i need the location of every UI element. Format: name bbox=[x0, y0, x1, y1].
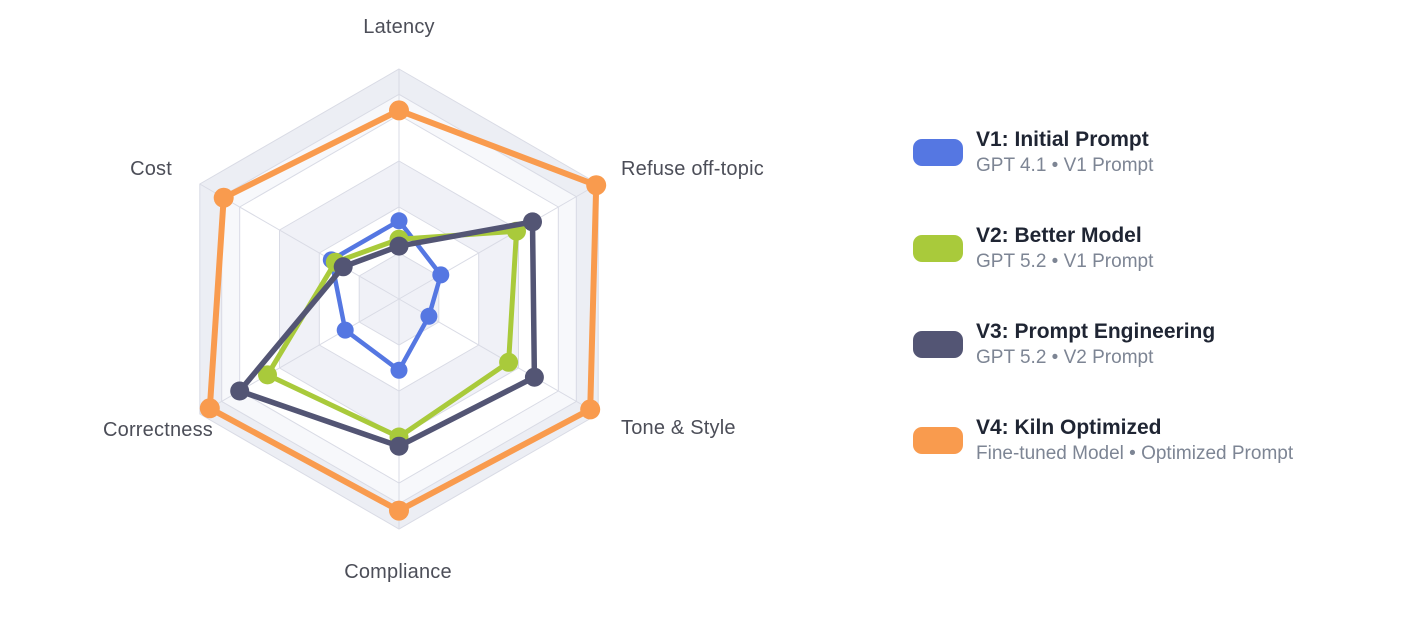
axis-label-tone-style: Tone & Style bbox=[621, 417, 736, 439]
data-point-v4 bbox=[213, 187, 234, 208]
legend-subtitle-v1: GPT 4.1 • V1 Prompt bbox=[976, 155, 1154, 176]
legend-swatch-v1 bbox=[913, 138, 963, 166]
data-point-v3 bbox=[523, 212, 542, 232]
data-point-v3 bbox=[230, 381, 250, 401]
legend-subtitle-v4: Fine-tuned Model • Optimized Prompt bbox=[976, 443, 1294, 464]
data-point-v3 bbox=[524, 367, 544, 387]
legend-swatch-v4 bbox=[913, 426, 963, 454]
legend-title-v1: V1: Initial Prompt bbox=[976, 128, 1149, 151]
legend-subtitle-v3: GPT 5.2 • V2 Prompt bbox=[976, 347, 1154, 368]
data-point-v1 bbox=[432, 266, 450, 284]
data-point-v1 bbox=[390, 212, 408, 230]
axis-label-correctness: Correctness bbox=[102, 419, 213, 441]
data-point-v4 bbox=[389, 100, 409, 121]
data-point-v4 bbox=[580, 399, 601, 420]
legend-subtitle-v2: GPT 5.2 • V1 Prompt bbox=[976, 251, 1154, 272]
legend-item-v4: V4: Kiln Optimized Fine-tuned Model • Op… bbox=[913, 414, 1293, 466]
axis-label-latency: Latency bbox=[363, 16, 435, 38]
data-point-v2 bbox=[499, 352, 519, 372]
legend-title-v4: V4: Kiln Optimized bbox=[976, 416, 1162, 439]
data-point-v4 bbox=[586, 175, 607, 196]
data-point-v1 bbox=[420, 307, 438, 325]
legend-item-v2: V2: Better Model GPT 5.2 • V1 Prompt bbox=[913, 222, 1293, 274]
radar-chart-canvas bbox=[199, 68, 607, 530]
data-point-v3 bbox=[333, 257, 353, 277]
legend-swatch-v3 bbox=[913, 330, 963, 358]
data-point-v3 bbox=[389, 236, 409, 256]
data-point-v1 bbox=[336, 321, 354, 339]
data-point-v4 bbox=[199, 398, 220, 419]
data-point-v2 bbox=[258, 365, 277, 385]
legend-item-v3: V3: Prompt Engineering GPT 5.2 • V2 Prom… bbox=[913, 318, 1293, 370]
legend: V1: Initial Prompt GPT 4.1 • V1 Prompt V… bbox=[913, 126, 1293, 510]
legend-title-v2: V2: Better Model bbox=[976, 224, 1142, 247]
data-point-v1 bbox=[390, 361, 408, 379]
legend-title-v3: V3: Prompt Engineering bbox=[976, 320, 1216, 343]
data-point-v4 bbox=[389, 500, 409, 521]
grid-spoke bbox=[199, 183, 400, 300]
axis-label-compliance: Compliance bbox=[344, 561, 452, 583]
grid-spoke bbox=[398, 183, 599, 300]
legend-swatch-v2 bbox=[913, 234, 963, 262]
data-point-v3 bbox=[389, 436, 409, 456]
axis-label-cost: Cost bbox=[130, 158, 172, 180]
legend-item-v1: V1: Initial Prompt GPT 4.1 • V1 Prompt bbox=[913, 126, 1293, 178]
axis-label-refuse-off-topic: Refuse off-topic bbox=[621, 158, 764, 180]
